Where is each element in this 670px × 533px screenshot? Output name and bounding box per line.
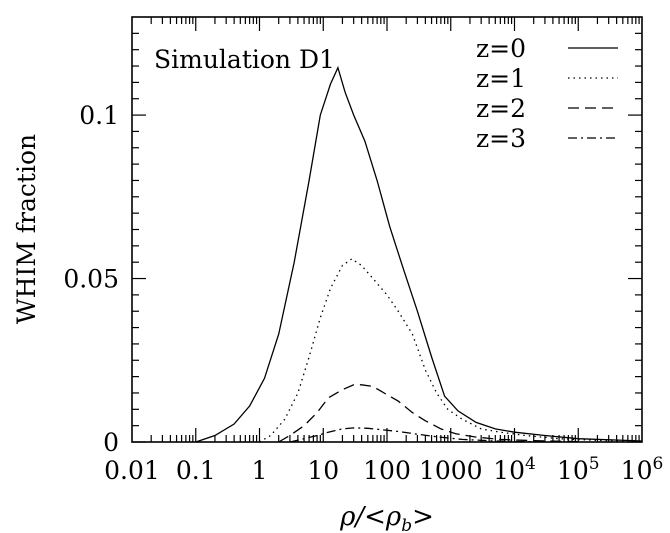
x-axis-label-main: ρ/<ρ [339, 502, 402, 532]
legend-label: z=3 [476, 124, 526, 153]
x-axis-label-sub: b [401, 516, 412, 533]
x-tick-label-exp: 4 [525, 454, 536, 474]
x-tick-label-base: 10 [621, 456, 653, 485]
x-tick-label: 1000 [419, 456, 483, 485]
x-axis-label: ρ/<ρb> [339, 502, 434, 533]
series-line-z1 [259, 258, 643, 443]
x-tick-label-base: 10 [493, 456, 525, 485]
y-tick-label: 0 [103, 428, 119, 457]
x-tick-label: 104 [493, 454, 536, 485]
x-tick-label: 0.01 [104, 456, 160, 485]
x-tick-label: 0.1 [176, 456, 216, 485]
x-tick-label-exp: 5 [589, 454, 600, 474]
series-line-z0 [195, 65, 643, 443]
series-line-z3 [289, 427, 534, 443]
series-lines [195, 65, 643, 443]
x-tick-label: 1 [252, 456, 268, 485]
x-tick-label: 105 [557, 454, 600, 485]
y-axis-label: WHIM fraction [12, 134, 41, 324]
legend-label: z=0 [476, 34, 526, 63]
x-tick-label: 10 [307, 456, 339, 485]
plot-frame [131, 16, 643, 443]
legend-label: z=2 [476, 94, 526, 123]
series-line-z2 [278, 384, 579, 443]
y-tick-label: 0.05 [63, 265, 119, 294]
x-tick-label-base: 10 [557, 456, 589, 485]
y-tick-label: 0.1 [79, 101, 119, 130]
legend-label: z=1 [476, 64, 526, 93]
axis-ticks [132, 17, 642, 443]
x-tick-label: 100 [363, 456, 411, 485]
legend: z=0z=1z=2z=3 [476, 34, 618, 153]
x-tick-label-exp: 6 [652, 454, 663, 474]
annotation-simulation: Simulation D1 [154, 45, 335, 74]
x-tick-label: 106 [621, 454, 664, 485]
x-axis-label-close: > [412, 502, 434, 532]
